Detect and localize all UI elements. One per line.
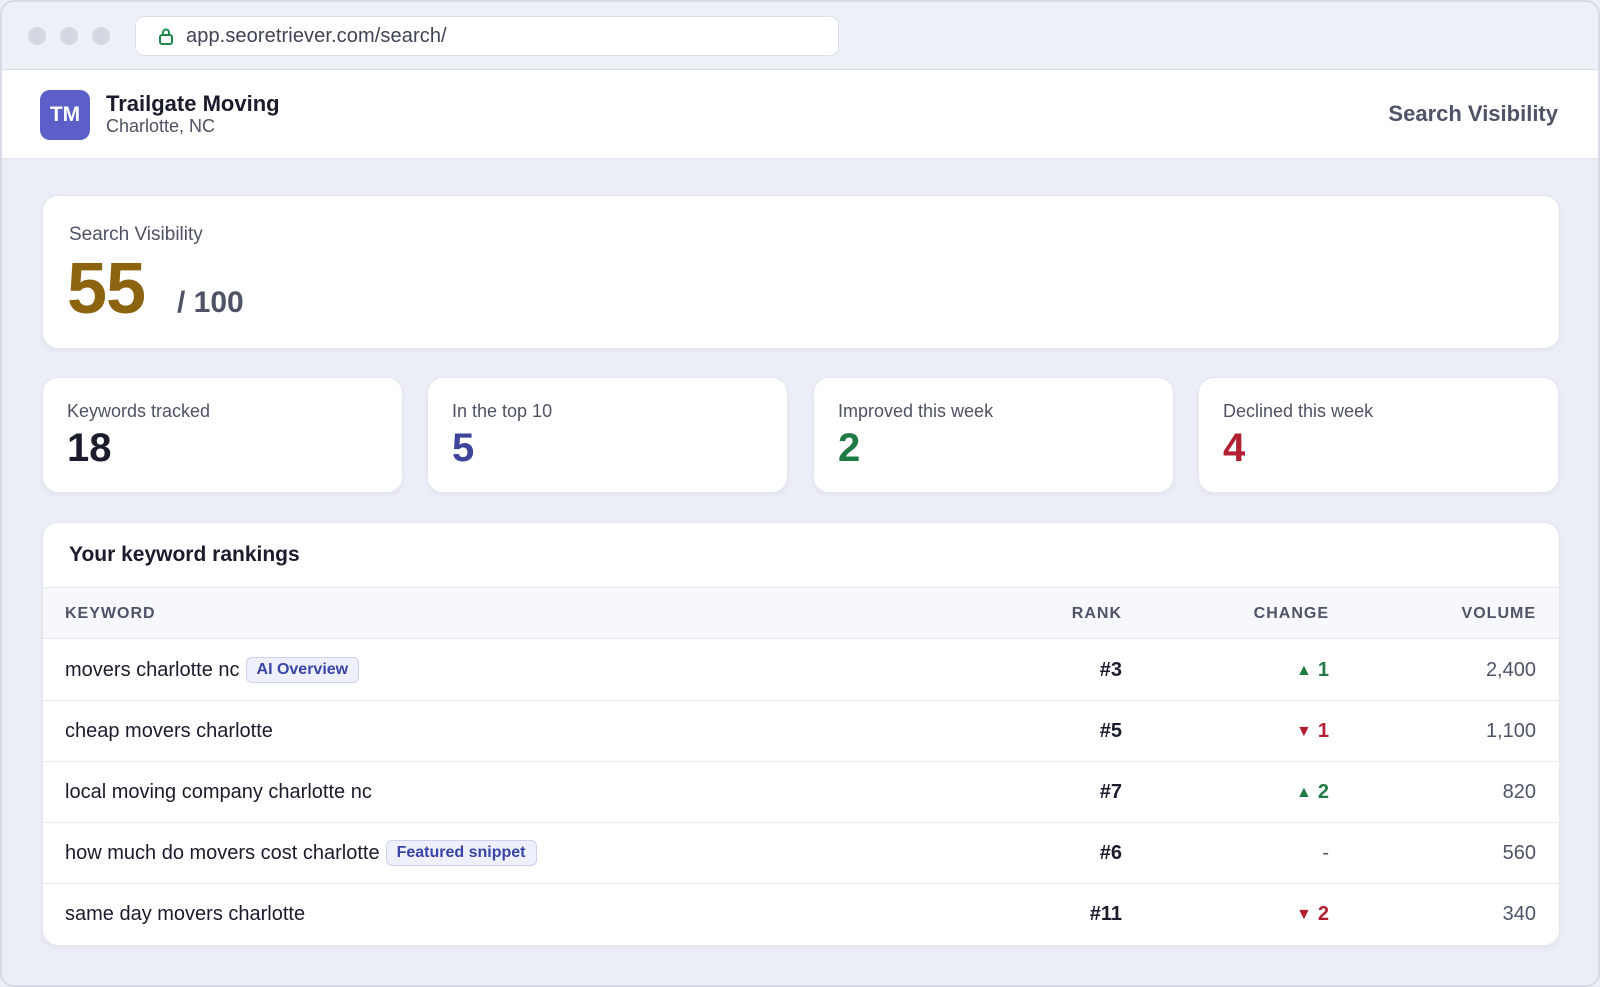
table-row[interactable]: movers charlotte nc AI Overview #3 ▲ 1 2,400 <box>43 640 1559 701</box>
rank-cell: #7 <box>1099 781 1122 803</box>
score-value: 55 <box>67 249 146 329</box>
keyword-cell: movers charlotte nc AI Overview <box>65 655 360 685</box>
business-location: Charlotte, NC <box>106 116 216 136</box>
triangle-up-icon: ▲ <box>1296 784 1312 801</box>
stat-value: 2 <box>838 426 861 470</box>
browser-chrome: app.seoretriever.com/search/ <box>2 2 1598 70</box>
window-minimize-button[interactable] <box>60 27 78 45</box>
volume-cell: 340 <box>1502 903 1536 925</box>
table-header: KEYWORD RANK CHANGE VOLUME <box>43 587 1559 639</box>
serp-feature-badge: Featured snippet <box>385 840 537 866</box>
change-value: 1 <box>1317 720 1329 742</box>
keyword-text: cheap movers charlotte <box>65 719 273 742</box>
business-name: Trailgate Moving <box>106 91 280 116</box>
window-maximize-button[interactable] <box>92 27 110 45</box>
keyword-text: movers charlotte nc <box>65 658 240 681</box>
app-header: TM Trailgate Moving Charlotte, NC Search… <box>2 70 1598 159</box>
change-cell: ▲ 1 <box>1296 659 1329 682</box>
keyword-cell: same day movers charlotte <box>65 899 305 929</box>
lock-icon <box>159 28 173 45</box>
triangle-up-icon: ▲ <box>1296 662 1312 679</box>
keyword-text: same day movers charlotte <box>65 902 306 925</box>
stat-label: Improved this week <box>838 401 994 421</box>
rank-cell: #3 <box>1099 659 1122 681</box>
rank-cell: #6 <box>1099 842 1122 864</box>
window-close-button[interactable] <box>28 27 46 45</box>
stat-card-declined: Declined this week 4 <box>1198 377 1559 493</box>
volume-cell: 2,400 <box>1485 659 1536 681</box>
column-header-rank[interactable]: RANK <box>1071 605 1122 622</box>
triangle-down-icon: ▼ <box>1296 906 1312 923</box>
score-max: / 100 <box>177 286 244 319</box>
keyword-text: how much do movers cost charlotte <box>65 841 380 864</box>
stat-card-top-10: In the top 10 5 <box>427 377 788 493</box>
score-label: Search Visibility <box>69 224 203 245</box>
business-avatar: TM <box>40 90 90 140</box>
change-cell: - <box>1322 842 1329 865</box>
rank-cell: #11 <box>1089 903 1122 925</box>
volume-cell: 560 <box>1502 842 1536 864</box>
volume-cell: 1,100 <box>1485 720 1536 742</box>
stat-card-keywords-tracked: Keywords tracked 18 <box>42 377 403 493</box>
page-title: Search Visibility <box>1388 101 1558 126</box>
visibility-score-card: Search Visibility 55 / 100 <box>42 195 1560 349</box>
stat-card-improved: Improved this week 2 <box>813 377 1174 493</box>
table-row[interactable]: cheap movers charlotte #5 ▼ 1 1,100 <box>43 701 1559 762</box>
change-cell: ▲ 2 <box>1296 781 1329 804</box>
keyword-cell: cheap movers charlotte <box>65 716 273 746</box>
address-bar[interactable]: app.seoretriever.com/search/ <box>135 16 839 56</box>
stat-value: 5 <box>452 426 475 470</box>
stat-value: 4 <box>1223 426 1246 470</box>
stat-value: 18 <box>67 426 112 470</box>
rank-cell: #5 <box>1099 720 1122 742</box>
change-value: 2 <box>1317 903 1329 925</box>
url-text: app.seoretriever.com/search/ <box>186 24 447 47</box>
table-row[interactable]: local moving company charlotte nc #7 ▲ 2 820 <box>43 762 1559 823</box>
keyword-rankings-table: Your keyword rankings KEYWORD RANK CHANG… <box>42 522 1560 946</box>
stat-label: In the top 10 <box>452 401 553 421</box>
serp-feature-badge: AI Overview <box>245 657 360 683</box>
keyword-text: local moving company charlotte nc <box>65 780 372 803</box>
keyword-cell: how much do movers cost charlotte Feature… <box>65 838 537 868</box>
table-row[interactable]: how much do movers cost charlotte Feature… <box>43 823 1559 884</box>
column-header-volume[interactable]: VOLUME <box>1461 605 1536 622</box>
keyword-cell: local moving company charlotte nc <box>65 777 372 807</box>
column-header-change[interactable]: CHANGE <box>1253 605 1329 622</box>
triangle-down-icon: ▼ <box>1296 723 1312 740</box>
change-value: 1 <box>1317 659 1329 681</box>
table-title: Your keyword rankings <box>69 543 300 566</box>
change-cell: ▼ 1 <box>1296 720 1329 743</box>
volume-cell: 820 <box>1502 781 1536 803</box>
stat-label: Keywords tracked <box>67 401 211 421</box>
change-value: - <box>1322 842 1329 864</box>
change-value: 2 <box>1317 781 1329 803</box>
table-row[interactable]: same day movers charlotte #11 ▼ 2 340 <box>43 884 1559 945</box>
stat-label: Declined this week <box>1223 401 1374 421</box>
column-header-keyword[interactable]: KEYWORD <box>65 605 156 622</box>
change-cell: ▼ 2 <box>1296 903 1329 926</box>
